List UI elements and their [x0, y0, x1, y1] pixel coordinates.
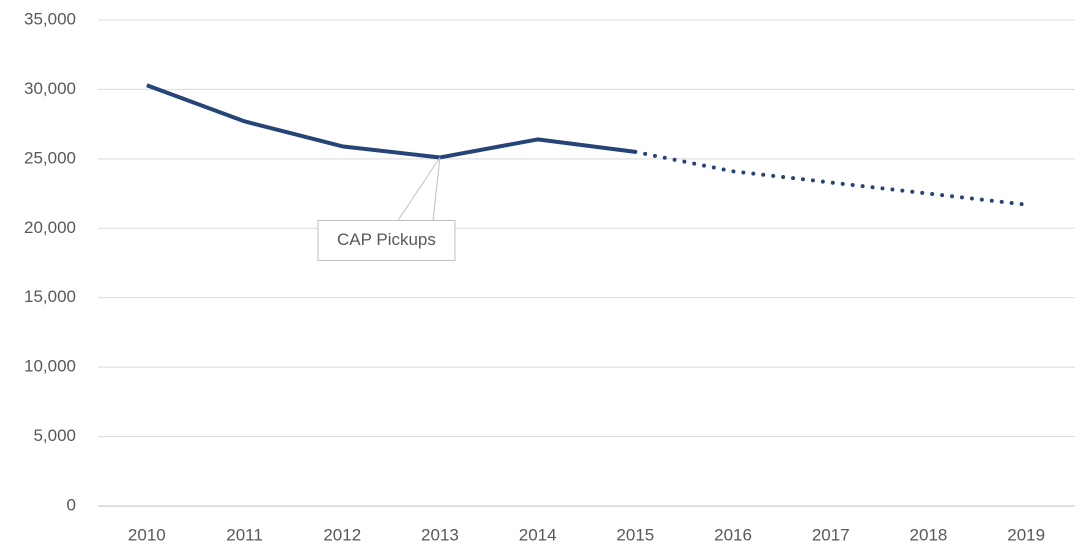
- y-tick-label: 10,000: [24, 357, 76, 376]
- y-tick-label: 15,000: [24, 287, 76, 306]
- annotation: CAP Pickups: [337, 230, 436, 249]
- x-tick-label: 2010: [128, 525, 166, 544]
- x-tick-label: 2011: [226, 525, 263, 544]
- data-line: [146, 83, 636, 160]
- x-tick-label: 2017: [812, 525, 850, 544]
- callout-box: [317, 219, 456, 261]
- data-line: [633, 149, 1029, 207]
- y-tick-label: 5,000: [33, 426, 76, 445]
- x-tick-label: 2018: [910, 525, 948, 544]
- x-tick-label: 2014: [519, 525, 557, 544]
- x-tick-label: 2019: [1007, 525, 1045, 544]
- y-tick-label: 0: [67, 495, 76, 514]
- x-tick-label: 2015: [616, 525, 654, 544]
- x-tick-label: 2016: [714, 525, 752, 544]
- y-tick-label: 20,000: [24, 218, 76, 237]
- x-tick-label: 2012: [323, 525, 361, 544]
- y-tick-label: 35,000: [24, 9, 76, 28]
- callout-leader: [397, 157, 441, 221]
- x-tick-label: 2013: [421, 525, 459, 544]
- y-tick-label: 30,000: [24, 79, 76, 98]
- y-tick-label: 25,000: [24, 148, 76, 167]
